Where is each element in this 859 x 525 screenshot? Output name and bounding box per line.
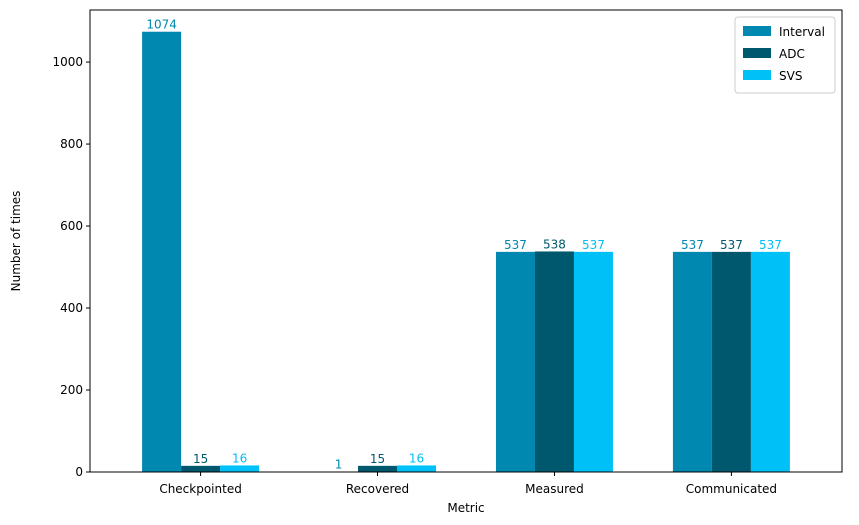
data-label: 537: [504, 238, 527, 252]
data-label: 537: [720, 238, 743, 252]
legend-label: SVS: [779, 69, 802, 83]
x-tick-label: Communicated: [686, 482, 777, 496]
legend-label: Interval: [779, 25, 825, 39]
bar-svs-recovered: [397, 465, 437, 472]
x-axis: Checkpointed Recovered Measured Communicate…: [159, 472, 777, 496]
data-label: 1: [335, 458, 343, 472]
data-label: 15: [370, 452, 385, 466]
bar-adc-recovered: [358, 465, 398, 472]
legend: Interval ADC SVS: [734, 16, 836, 94]
legend-swatch-interval: [743, 26, 771, 36]
data-labels-layer: 1074 15 16 1 15 16 537 538 537 537 537 537: [146, 18, 782, 472]
data-label: 538: [543, 237, 566, 251]
bar-svs-measured: [573, 251, 613, 472]
bar-interval-communicated: [672, 251, 712, 472]
bars-layer: [142, 31, 790, 472]
bar-adc-checkpointed: [181, 465, 221, 472]
bar-interval-measured: [495, 251, 535, 472]
y-tick-label: 400: [60, 301, 83, 315]
y-axis-title: Number of times: [9, 191, 23, 292]
bar-svs-communicated: [750, 251, 790, 472]
y-axis: 0 200 400 600 800 1000: [52, 55, 90, 479]
data-label: 537: [582, 238, 605, 252]
x-axis-title: Metric: [447, 501, 484, 515]
bar-adc-measured: [534, 251, 574, 472]
data-label: 537: [681, 238, 704, 252]
legend-swatch-svs: [743, 70, 771, 80]
y-tick-label: 200: [60, 383, 83, 397]
legend-label: ADC: [779, 47, 805, 61]
x-tick-label: Measured: [525, 482, 584, 496]
bar-svs-checkpointed: [220, 465, 260, 472]
data-label: 1074: [146, 18, 177, 32]
x-tick-label: Checkpointed: [159, 482, 242, 496]
data-label: 15: [193, 452, 208, 466]
bar-interval-checkpointed: [142, 31, 182, 472]
data-label: 537: [759, 238, 782, 252]
y-tick-label: 600: [60, 219, 83, 233]
x-tick-label: Recovered: [346, 482, 409, 496]
data-label: 16: [409, 451, 424, 465]
y-tick-label: 800: [60, 137, 83, 151]
data-label: 16: [232, 451, 247, 465]
y-tick-label: 1000: [52, 55, 83, 69]
legend-swatch-adc: [743, 48, 771, 58]
y-tick-label: 0: [75, 465, 83, 479]
plot-frame: [89, 9, 843, 473]
bar-adc-communicated: [711, 251, 751, 472]
